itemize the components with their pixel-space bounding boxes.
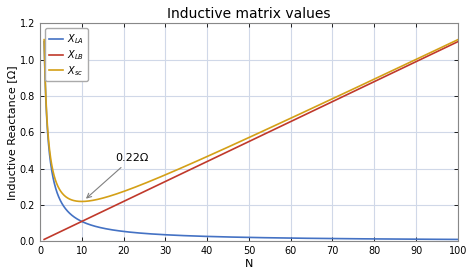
Line: $X_{sc}$: $X_{sc}$ xyxy=(44,40,458,201)
$X_{LB}$ xyxy=(367,82,373,85)
$X_{LB}$ xyxy=(455,40,461,43)
$X_{LB}$ xyxy=(63,228,68,231)
$X_{LB}$ xyxy=(231,147,237,150)
Title: Inductive matrix values: Inductive matrix values xyxy=(167,7,331,21)
$X_{LA}$ xyxy=(41,40,47,43)
Line: $X_{LA}$: $X_{LA}$ xyxy=(44,42,458,239)
$X_{LA}$ xyxy=(367,237,373,241)
$X_{LA}$ xyxy=(231,235,237,239)
$X_{LA}$ xyxy=(443,238,448,241)
Line: $X_{LB}$: $X_{LB}$ xyxy=(44,42,458,239)
Legend: $X_{LA}$, $X_{LB}$, $X_{sc}$: $X_{LA}$, $X_{LB}$, $X_{sc}$ xyxy=(45,28,88,81)
$X_{sc}$ xyxy=(79,200,85,203)
$X_{LA}$ xyxy=(455,238,461,241)
Text: 0.22Ω: 0.22Ω xyxy=(87,153,148,198)
$X_{LB}$ xyxy=(443,46,448,49)
X-axis label: N: N xyxy=(245,259,253,269)
$X_{sc}$ xyxy=(41,38,47,41)
$X_{sc}$ xyxy=(455,38,461,41)
$X_{LB}$ xyxy=(243,142,248,145)
$X_{LB}$ xyxy=(443,46,449,49)
$X_{sc}$ xyxy=(367,79,373,83)
$X_{sc}$ xyxy=(443,44,449,47)
$X_{sc}$ xyxy=(63,195,68,198)
$X_{LA}$ xyxy=(243,236,248,239)
Y-axis label: Inductive Reactance [Ω]: Inductive Reactance [Ω] xyxy=(7,65,17,200)
$X_{LA}$ xyxy=(443,238,449,241)
$X_{sc}$ xyxy=(443,44,449,47)
$X_{sc}$ xyxy=(243,137,248,141)
$X_{LB}$ xyxy=(41,238,47,241)
$X_{LA}$ xyxy=(63,207,68,210)
$X_{sc}$ xyxy=(232,142,237,146)
